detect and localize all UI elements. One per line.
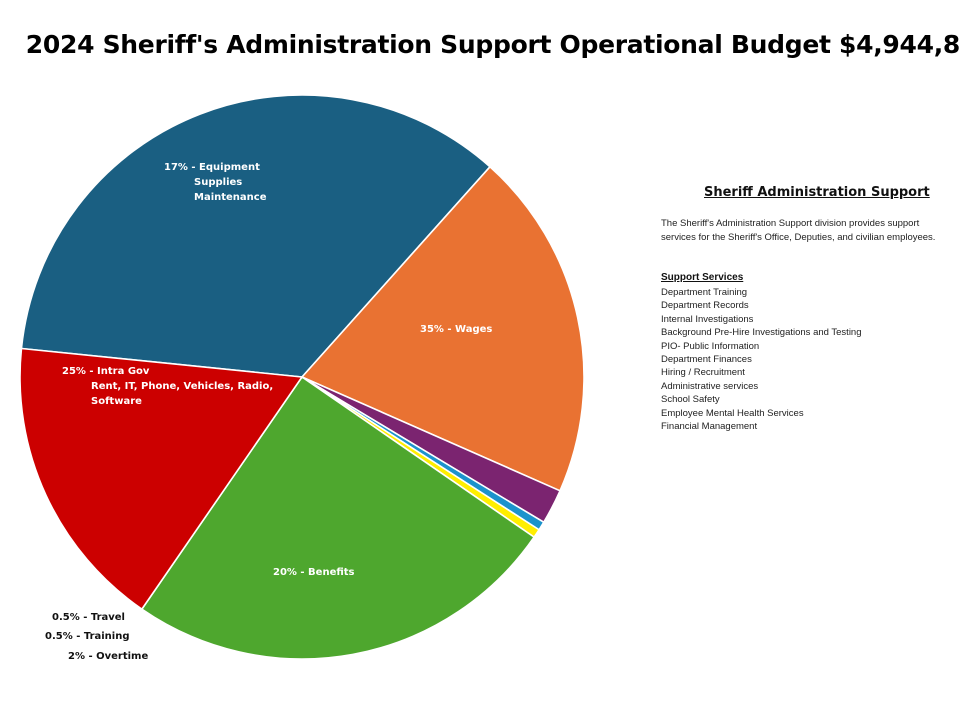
service-item: Internal Investigations (661, 313, 754, 325)
service-item: Employee Mental Health Services (661, 407, 804, 419)
pie-labels: 35% - Wages 20% - Benefits 2% - Overtime 0.… (45, 162, 492, 662)
service-item: PIO- Public Information (661, 340, 760, 352)
pie-slice-benefits (301, 165, 585, 492)
pie-slice-intra-gov (141, 376, 535, 660)
slice-label-intra-gov: 25% - Intra Gov (62, 366, 150, 377)
slice-label-wages: 35% - Wages (420, 324, 492, 335)
slice-label-intra-gov: Software (91, 396, 142, 407)
slice-label-training: 0.5% - Training (45, 631, 130, 642)
slice-label-equipment-supplies-maintenance: Supplies (194, 177, 242, 188)
services-list: Department Training Department Records I… (661, 286, 862, 433)
page-title: 2024 Sheriff's Administration Support Op… (25, 30, 960, 59)
info-description: The Sheriff's Administration Support div… (661, 218, 936, 243)
service-item: Department Finances (661, 354, 752, 366)
services-heading: Support Services (661, 272, 744, 283)
pie-slice-equipment-supplies-maintenance (19, 347, 303, 610)
service-item: Hiring / Recruitment (661, 367, 745, 379)
pie-slice-wages (20, 94, 491, 378)
slice-label-equipment-supplies-maintenance: 17% - Equipment (164, 162, 260, 173)
service-item: School Safety (661, 394, 720, 406)
service-item: Department Training (661, 287, 748, 298)
service-item: Department Records (661, 300, 749, 312)
service-item: Administrative services (661, 380, 759, 392)
service-item: Background Pre-Hire Investigations and T… (661, 327, 862, 339)
slice-label-travel: 0.5% - Travel (52, 612, 125, 623)
slice-label-benefits: 20% - Benefits (273, 567, 355, 578)
service-item: Financial Management (661, 421, 758, 433)
slice-label-intra-gov: Rent, IT, Phone, Vehicles, Radio, (91, 381, 273, 392)
slice-label-overtime: 2% - Overtime (68, 651, 148, 662)
info-heading: Sheriff Administration Support (704, 185, 930, 200)
slice-label-equipment-supplies-maintenance: Maintenance (194, 192, 267, 203)
pie-slices (19, 94, 585, 660)
